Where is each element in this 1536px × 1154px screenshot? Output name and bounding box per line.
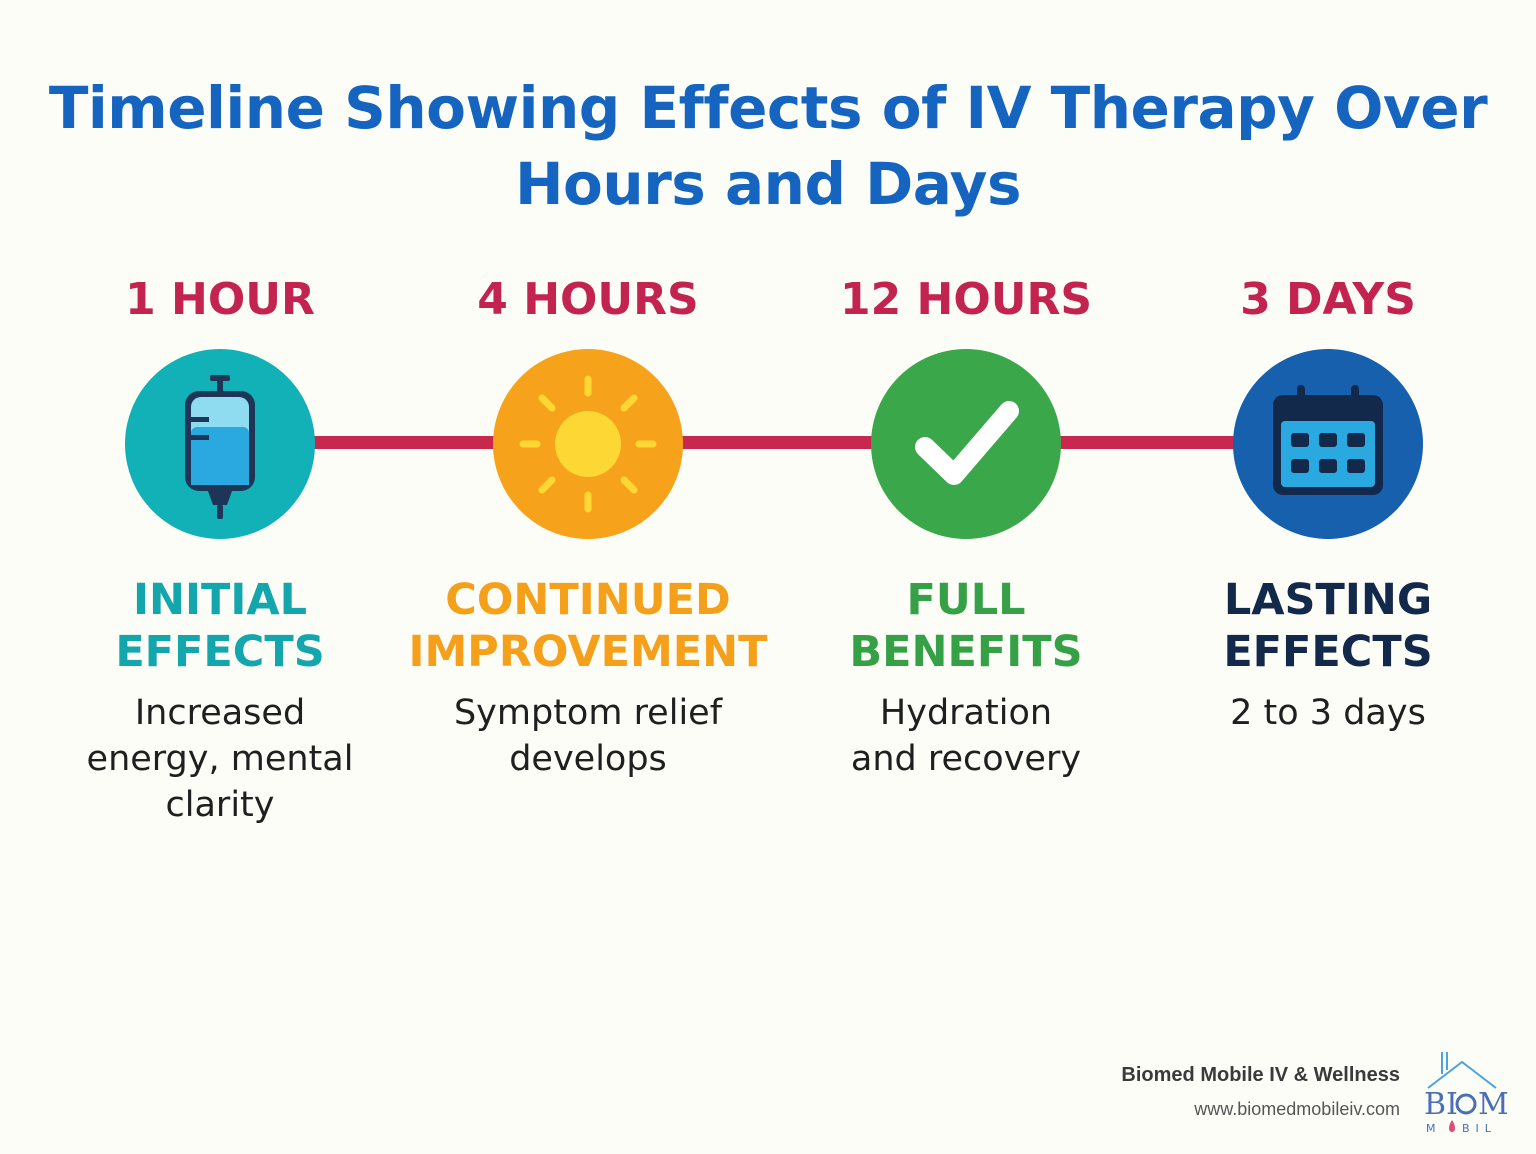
stage-heading-line: CONTINUED (445, 575, 731, 625)
stage-heading-line: INITIAL (133, 575, 307, 625)
timeline-stage-3-days: 3 DAYS LASTING EFFECTS 2 to 3 days (1158, 0, 1498, 900)
checkmark-icon (915, 401, 1019, 485)
stage-description: Hydration and recovery (776, 690, 1156, 782)
svg-text:M: M (1426, 1122, 1442, 1135)
stage-description-line: energy, mental (86, 739, 354, 779)
stage-description-line: Hydration (879, 693, 1053, 733)
stage-time-label: 1 HOUR (125, 274, 315, 325)
stage-heading-line: LASTING (1223, 575, 1433, 625)
svg-text:BIL: BIL (1462, 1122, 1497, 1135)
stage-description-line: and recovery (850, 739, 1082, 779)
stage-time-label: 4 HOURS (477, 274, 699, 325)
biomed-logo-icon: B I M M BIL (1424, 1052, 1509, 1135)
stage-heading-line: IMPROVEMENT (408, 627, 768, 677)
iv-bag-icon (185, 375, 255, 519)
page-title: Timeline Showing Effects of IV Therapy O… (0, 70, 1536, 222)
stage-description-line: 2 to 3 days (1230, 693, 1426, 733)
stage-circle (871, 349, 1061, 539)
svg-text:B: B (1424, 1087, 1446, 1122)
stage-heading: LASTING EFFECTS (1138, 574, 1518, 678)
timeline-stage-1-hour: 1 HOUR INITIAL EFFECTS Increased energy,… (50, 0, 390, 900)
stage-time-label: 3 DAYS (1240, 274, 1416, 325)
stage-description: Increased energy, mental clarity (30, 690, 410, 828)
calendar-icon (1273, 385, 1383, 495)
stage-circle (493, 349, 683, 539)
stage-heading: FULL BENEFITS (776, 574, 1156, 678)
stage-heading-line: EFFECTS (115, 627, 325, 677)
stage-heading: INITIAL EFFECTS (30, 574, 410, 678)
sun-icon (519, 375, 657, 513)
timeline-stage-4-hours: 4 HOURS CONTINUED IMPROVEMENT Symptom re… (409, 0, 768, 900)
stage-description: 2 to 3 days (1138, 690, 1518, 736)
stage-heading: CONTINUED IMPROVEMENT (398, 574, 778, 678)
stage-time-label: 12 HOURS (839, 274, 1093, 325)
stage-description: Symptom relief develops (398, 690, 778, 782)
stage-heading-line: BENEFITS (849, 627, 1083, 677)
stage-heading-line: FULL (906, 575, 1026, 625)
title-line: Timeline Showing Effects of IV Therapy O… (48, 74, 1488, 218)
stage-circle (1233, 349, 1423, 539)
svg-text:I: I (1446, 1087, 1458, 1122)
stage-description-line: Increased (134, 693, 306, 733)
stage-description-line: Symptom relief (453, 693, 723, 733)
stage-description-line: clarity (165, 785, 275, 825)
stage-circle (125, 349, 315, 539)
stage-heading-line: EFFECTS (1223, 627, 1433, 677)
brand-name: Biomed Mobile IV & Wellness (1121, 1064, 1400, 1086)
brand-url: www.biomedmobileiv.com (1194, 1099, 1400, 1119)
svg-text:M: M (1478, 1087, 1509, 1122)
timeline-stage-12-hours: 12 HOURS FULL BENEFITS Hydration and rec… (796, 0, 1136, 900)
stage-description-line: develops (509, 739, 667, 779)
